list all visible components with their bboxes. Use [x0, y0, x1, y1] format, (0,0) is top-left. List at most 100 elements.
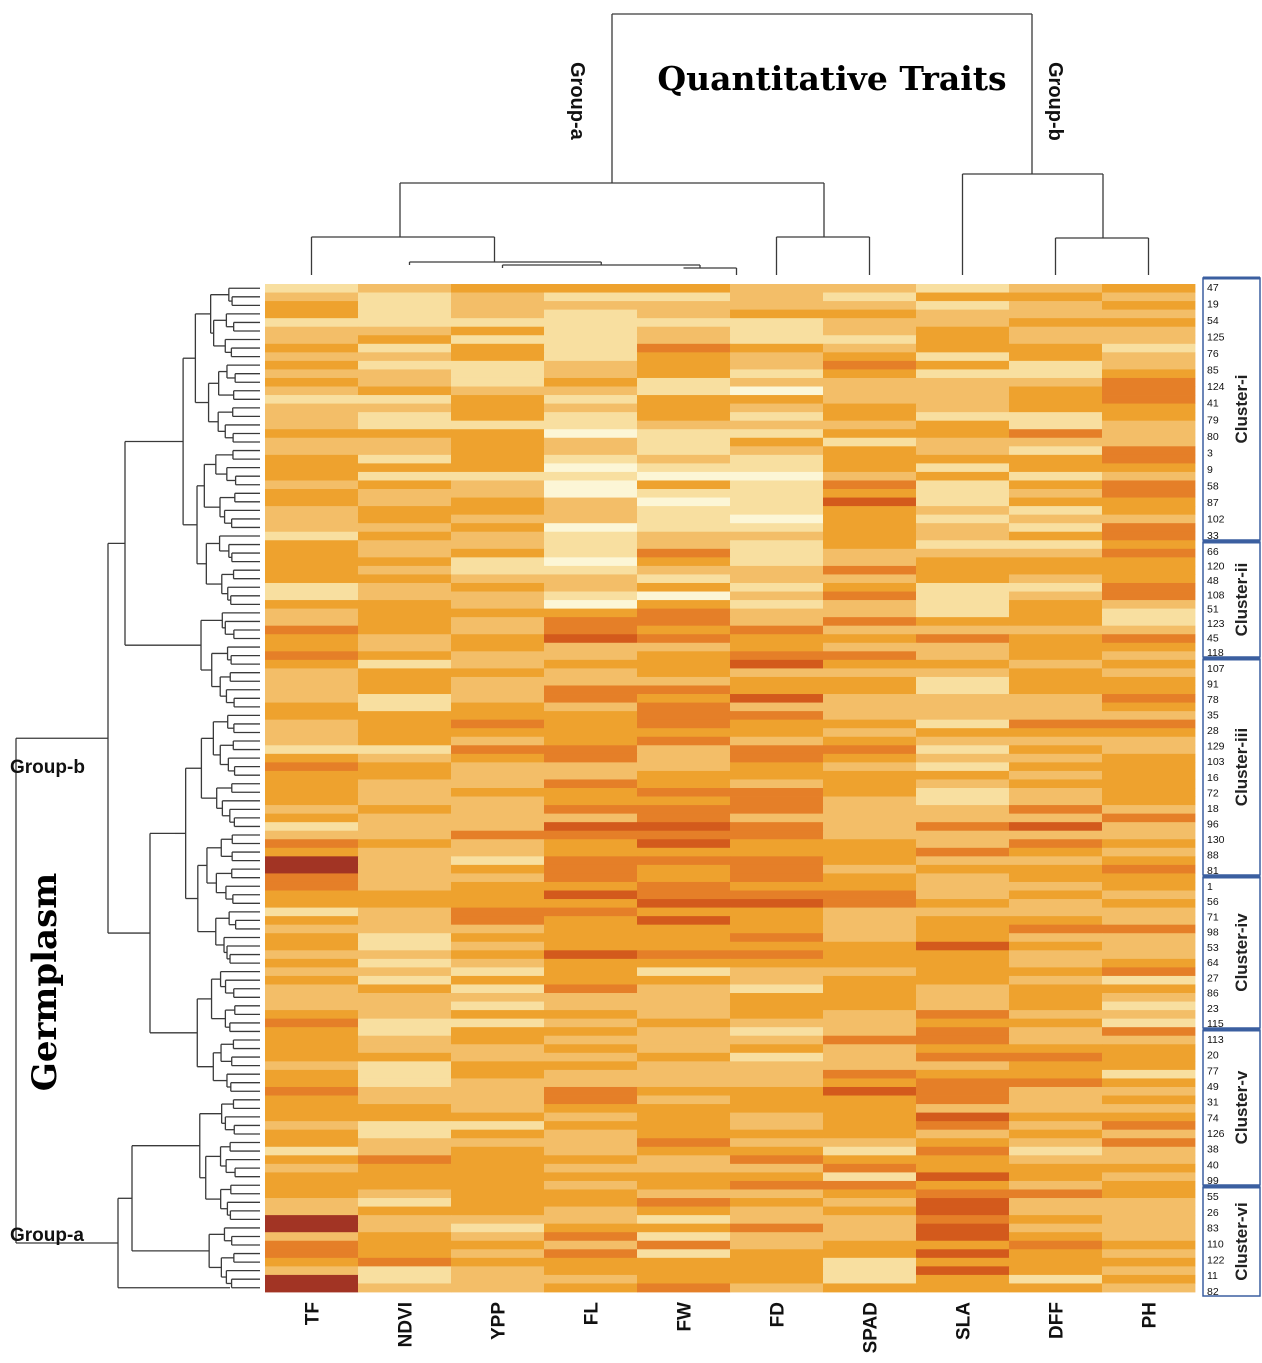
heatmap-cell [916, 805, 1010, 815]
row-label: 40 [1207, 1159, 1219, 1171]
heatmap-cell [358, 839, 452, 849]
heatmap-cell [823, 1044, 917, 1054]
heatmap-cell [637, 617, 731, 627]
heatmap-cell [544, 617, 638, 627]
heatmap-cell [823, 548, 917, 558]
heatmap-cell [916, 557, 1010, 567]
heatmap-cell [265, 676, 359, 686]
heatmap-cell [1102, 916, 1196, 926]
heatmap-cell [1009, 984, 1103, 994]
heatmap-cell [451, 1240, 545, 1250]
heatmap-cell [544, 523, 638, 533]
heatmap-cell [823, 1163, 917, 1173]
heatmap-cell [451, 1163, 545, 1173]
heatmap-cell [1102, 506, 1196, 516]
column-label: YPP [489, 1302, 510, 1340]
heatmap-cell [1102, 753, 1196, 763]
heatmap-cell [451, 1232, 545, 1242]
heatmap-cell [637, 386, 731, 396]
heatmap-cell [823, 582, 917, 592]
heatmap-cell [451, 591, 545, 601]
heatmap-cell [823, 788, 917, 797]
heatmap-cell [265, 1163, 359, 1173]
heatmap-cell [730, 1172, 824, 1182]
heatmap-cell [823, 1283, 917, 1293]
heatmap-cell [637, 1129, 731, 1139]
row-label: 23 [1207, 1003, 1219, 1015]
heatmap-cell [637, 642, 731, 652]
heatmap-cell [544, 1069, 638, 1079]
heatmap-cell [1009, 770, 1103, 780]
heatmap-cell [916, 1121, 1010, 1131]
heatmap-cell [544, 1027, 638, 1037]
heatmap-cell [544, 651, 638, 661]
heatmap-cell [730, 600, 824, 610]
heatmap-cell [1009, 805, 1103, 815]
heatmap-cell [823, 1086, 917, 1096]
row-label: 118 [1207, 647, 1224, 659]
heatmap-cell [637, 822, 731, 832]
row-label: 64 [1207, 957, 1219, 969]
heatmap-cell [265, 1249, 359, 1259]
heatmap-cell [916, 941, 1010, 951]
heatmap-cell [916, 993, 1010, 1002]
heatmap-cell [637, 1146, 731, 1156]
heatmap-cell [451, 1266, 545, 1276]
heatmap-cell [730, 377, 824, 387]
heatmap-cell [265, 1257, 359, 1267]
heatmap-cell [1102, 651, 1196, 661]
heatmap-cell [823, 600, 917, 610]
heatmap-cell [544, 856, 638, 866]
heatmap-cell [1102, 788, 1196, 797]
heatmap-cell [1102, 1010, 1196, 1020]
heatmap-cell [730, 881, 824, 891]
heatmap-cell [544, 292, 638, 302]
heatmap-cell [730, 651, 824, 661]
heatmap-cell [1102, 343, 1196, 353]
heatmap-cell [1009, 933, 1103, 943]
heatmap-cell [265, 1283, 359, 1293]
heatmap-cell [1009, 1257, 1103, 1267]
heatmap-cell [637, 600, 731, 610]
heatmap-cell [544, 805, 638, 815]
row-label: 35 [1207, 710, 1219, 722]
heatmap-cell [637, 608, 731, 618]
heatmap-cell [1009, 292, 1103, 302]
column-group-b-label: Group-b [1044, 62, 1066, 141]
heatmap-cell [265, 608, 359, 618]
heatmap-cell [544, 437, 638, 447]
heatmap-cell [1102, 582, 1196, 592]
heatmap-cell [358, 1146, 452, 1156]
heatmap-cell [451, 557, 545, 567]
heatmap-cell [358, 548, 452, 558]
heatmap-cell [823, 856, 917, 866]
heatmap-cell [1102, 395, 1196, 404]
heatmap-cell [451, 600, 545, 610]
heatmap-cell [637, 813, 731, 823]
column-label: FW [675, 1302, 696, 1332]
heatmap-cell [730, 446, 824, 456]
heatmap-cell [358, 1206, 452, 1216]
heatmap-cell [823, 318, 917, 328]
heatmap-cell [1102, 676, 1196, 686]
heatmap-cell [1009, 899, 1103, 908]
heatmap-cell [265, 881, 359, 891]
heatmap-cell [265, 497, 359, 507]
heatmap-cell [544, 668, 638, 678]
heatmap-cell [1102, 1069, 1196, 1079]
row-label: 66 [1207, 546, 1219, 558]
heatmap-cell [730, 745, 824, 755]
heatmap-cell [265, 326, 359, 336]
heatmap-cell [358, 822, 452, 832]
heatmap-cell [358, 830, 452, 840]
heatmap-cell [358, 702, 452, 712]
heatmap-cell [823, 1257, 917, 1267]
heatmap-cell [823, 728, 917, 738]
heatmap-cell [451, 1044, 545, 1054]
heatmap-cell [358, 360, 452, 370]
heatmap-cell [730, 1129, 824, 1139]
heatmap-cell [265, 993, 359, 1002]
heatmap-cell [730, 292, 824, 302]
heatmap-cell [916, 463, 1010, 473]
heatmap-cell [916, 719, 1010, 729]
